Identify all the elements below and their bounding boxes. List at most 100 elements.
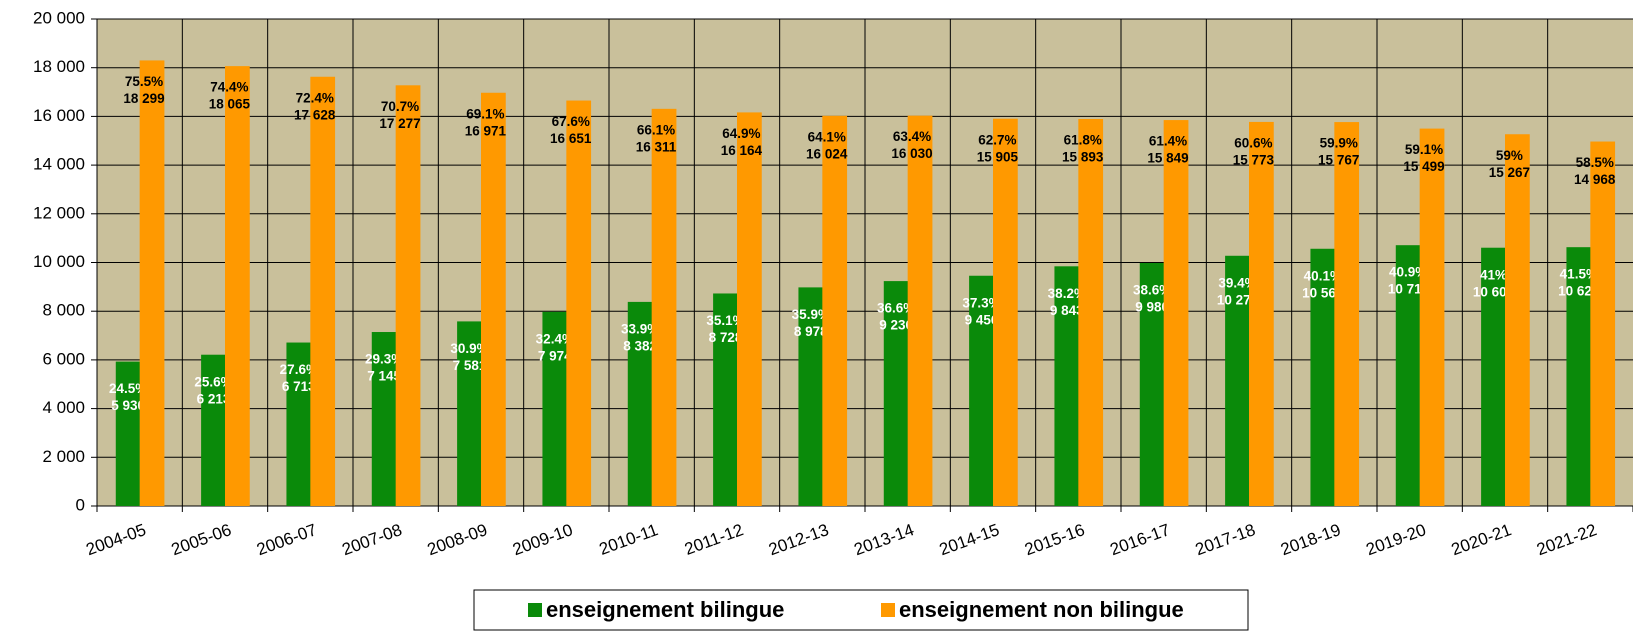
data-label: 10 607	[1473, 284, 1514, 299]
bar	[969, 275, 994, 506]
data-label: 16 164	[721, 143, 763, 158]
x-tick-label: 2010-11	[597, 520, 661, 559]
data-label: 14 968	[1574, 172, 1616, 187]
y-tick-label: 16 000	[33, 106, 85, 125]
percent-label: 40.9%	[1389, 265, 1427, 280]
bar	[1249, 121, 1274, 506]
data-label: 18 299	[123, 91, 164, 106]
percent-label: 41.5%	[1560, 267, 1598, 282]
bar	[737, 112, 762, 506]
x-tick-label: 2020-21	[1449, 520, 1514, 559]
bar	[1419, 128, 1445, 506]
data-label: 7 581	[453, 358, 487, 373]
bar	[566, 100, 592, 506]
data-label: 17 277	[379, 116, 420, 131]
data-label: 15 773	[1233, 152, 1275, 167]
data-label: 7 145	[367, 369, 401, 384]
bar	[542, 311, 568, 506]
bar	[1590, 141, 1616, 506]
x-tick-label: 2011-12	[682, 520, 746, 559]
percent-label: 33.9%	[621, 321, 659, 336]
data-label: 6 213	[197, 391, 231, 406]
bar	[115, 361, 141, 506]
percent-label: 35.1%	[706, 313, 744, 328]
percent-label: 59.1%	[1405, 142, 1443, 157]
x-tick-label: 2007-08	[339, 520, 404, 559]
percent-label: 27.6%	[280, 362, 318, 377]
y-tick-label: 6 000	[42, 349, 85, 368]
data-label: 9 236	[879, 318, 913, 333]
bar	[457, 321, 482, 506]
bar	[225, 66, 250, 506]
bar	[993, 118, 1018, 506]
x-tick-label: 2015-16	[1022, 520, 1087, 559]
data-label: 15 767	[1318, 153, 1359, 168]
bar	[481, 92, 506, 506]
percent-label: 67.6%	[552, 114, 590, 129]
legend-label: enseignement bilingue	[546, 597, 784, 622]
bar	[1054, 266, 1080, 506]
bar	[139, 60, 165, 507]
percent-label: 37.3%	[962, 295, 1000, 310]
bar	[1395, 245, 1421, 507]
percent-label: 72.4%	[296, 90, 334, 105]
data-label: 5 930	[111, 398, 145, 413]
x-tick-label: 2006-07	[254, 520, 319, 559]
x-tick-label: 2016-17	[1107, 520, 1172, 559]
data-label: 16 024	[806, 146, 848, 161]
percent-label: 24.5%	[109, 381, 147, 396]
percent-label: 60.6%	[1234, 135, 1272, 150]
y-tick-label: 12 000	[33, 203, 85, 222]
bar	[798, 287, 824, 506]
bar	[1163, 120, 1189, 507]
x-tick-label: 2012-13	[766, 520, 831, 559]
data-label: 15 849	[1147, 151, 1188, 166]
x-tick-label: 2019-20	[1363, 520, 1428, 559]
data-label: 6 713	[282, 379, 316, 394]
data-label: 9 456	[965, 312, 999, 327]
percent-label: 38.6%	[1133, 283, 1171, 298]
y-tick-label: 18 000	[33, 57, 85, 76]
bar	[883, 281, 909, 506]
percent-label: 40.1%	[1304, 268, 1342, 283]
legend-box	[473, 589, 1249, 631]
percent-label: 70.7%	[381, 99, 419, 114]
bar	[713, 293, 738, 506]
bar	[286, 342, 312, 506]
percent-label: 35.9%	[792, 307, 830, 322]
x-tick-label: 2008-09	[425, 520, 490, 559]
percent-label: 66.1%	[637, 122, 675, 137]
bar	[310, 76, 336, 506]
bar	[1139, 262, 1165, 506]
y-tick-label: 10 000	[33, 252, 85, 271]
bar	[1566, 247, 1592, 507]
data-label: 10 564	[1302, 285, 1344, 300]
percent-label: 74.4%	[210, 80, 248, 95]
percent-label: 41%	[1480, 267, 1507, 282]
bar	[822, 115, 848, 506]
data-label: 16 311	[636, 139, 677, 154]
bar	[1505, 134, 1530, 507]
y-tick-label: 20 000	[33, 8, 85, 27]
data-label: 9 843	[1050, 303, 1084, 318]
percent-label: 58.5%	[1576, 155, 1614, 170]
data-label: 17 628	[294, 107, 336, 122]
percent-label: 29.3%	[365, 352, 403, 367]
data-label: 7 974	[538, 348, 572, 363]
percent-label: 69.1%	[466, 106, 504, 121]
bar	[1334, 122, 1360, 506]
x-tick-label: 2021-22	[1534, 520, 1599, 559]
bar	[1225, 255, 1250, 506]
bar	[651, 108, 677, 506]
percent-label: 38.2%	[1048, 286, 1086, 301]
data-label: 8 382	[623, 338, 657, 353]
percent-label: 25.6%	[194, 374, 232, 389]
data-label: 15 267	[1489, 165, 1530, 180]
percent-label: 39.4%	[1218, 275, 1256, 290]
data-label: 8 978	[794, 324, 828, 339]
data-label: 18 065	[209, 97, 251, 112]
x-tick-label: 2018-19	[1278, 520, 1343, 559]
bar	[1481, 247, 1506, 506]
y-tick-label: 8 000	[42, 301, 85, 320]
y-tick-label: 14 000	[33, 155, 85, 174]
